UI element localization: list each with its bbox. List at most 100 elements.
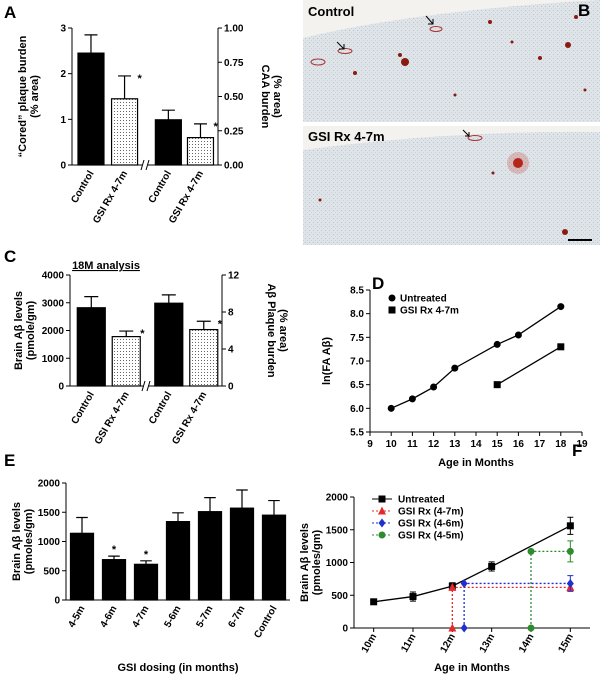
y-tick-label: 1000: [42, 354, 65, 365]
bar: [189, 328, 219, 387]
panel-label: B: [578, 1, 590, 20]
x-tick-label: 12: [428, 439, 440, 450]
y-tick-label: 1000: [326, 558, 349, 569]
error-bar: [118, 75, 132, 99]
image-label: GSI Rx 4-7m: [308, 129, 385, 144]
y-axis-label: Brain Aβ levels: [13, 291, 25, 370]
x-tick-label: 6-7m: [226, 604, 247, 630]
x-tick-label: 16: [513, 439, 525, 450]
y2-axis-label: CAA burden: [259, 65, 271, 129]
marker: [566, 578, 574, 588]
panel-label: F: [572, 441, 582, 460]
y-tick-label: 6.5: [350, 380, 364, 391]
panel-label: E: [4, 451, 15, 470]
x-tick-label: 4-7m: [130, 604, 151, 630]
y-tick-label: 7.5: [350, 333, 364, 344]
y-tick-label: 3: [60, 24, 66, 35]
error-bar: [108, 555, 120, 560]
error-bar: [140, 560, 152, 565]
error-bar: [193, 123, 207, 138]
x-tick-label: 10m: [360, 632, 380, 655]
bar: [154, 302, 184, 387]
legend-marker: [378, 518, 386, 528]
annotation: *: [138, 73, 143, 85]
bar: [186, 137, 215, 166]
y2-axis-label: Aβ Plaque burden: [265, 283, 277, 377]
marker: [409, 593, 417, 601]
x-tick-label: Control: [69, 169, 96, 205]
annotation: *: [140, 328, 145, 340]
error-bar: [161, 294, 176, 304]
marker: [527, 547, 535, 555]
x-tick-label: 12m: [438, 632, 458, 655]
marker: [488, 562, 496, 570]
y-tick-label: 2000: [326, 493, 349, 504]
legend-label: Untreated: [400, 294, 447, 305]
marker: [493, 381, 501, 389]
y2-tick-label: 8: [228, 308, 234, 319]
error-bar: [84, 34, 98, 54]
marker: [430, 383, 438, 391]
axis-break: [141, 380, 151, 392]
marker: [448, 582, 457, 591]
bar: [165, 521, 191, 601]
vessel: [467, 135, 483, 141]
marker: [527, 624, 535, 632]
axis-break: [142, 163, 148, 167]
vessel: [310, 58, 326, 66]
legend-marker: [378, 506, 386, 515]
error-bar: [119, 330, 134, 337]
y-tick-label: 0: [60, 161, 66, 172]
series-line: [530, 550, 571, 628]
y-tick-label: 500: [43, 566, 60, 577]
bar: [154, 119, 182, 166]
y-tick-label: 1500: [326, 525, 349, 536]
x-tick-label: 13: [449, 439, 461, 450]
x-tick-label: GSI Rx 4-7m: [91, 169, 130, 226]
marker: [566, 522, 574, 530]
y-axis-label: (pmoles/gm): [311, 529, 323, 595]
x-tick-label: 15: [492, 439, 504, 450]
panel-label: D: [372, 274, 384, 293]
y-tick-label: 1000: [38, 537, 61, 548]
bar: [111, 336, 141, 387]
error-bar: [172, 512, 184, 522]
marker: [460, 623, 468, 633]
series-line: [463, 582, 571, 628]
image-label: Control: [308, 4, 354, 19]
x-axis-label: Age in Months: [438, 457, 514, 469]
legend-label: Untreated: [398, 495, 445, 506]
series-line: [451, 586, 571, 628]
y-axis-label: (% area): [29, 75, 41, 118]
axis-break: [143, 384, 149, 388]
y-tick-label: 8.0: [350, 309, 364, 320]
annotation: *: [218, 318, 223, 330]
annotation: *: [112, 544, 117, 556]
x-tick-label: 14m: [517, 632, 537, 655]
y-tick-label: 1500: [38, 508, 61, 519]
legend-label: GSI Rx (4-6m): [398, 519, 464, 530]
vessel: [337, 48, 353, 54]
marker: [557, 343, 565, 351]
x-tick-label: 13m: [478, 632, 498, 655]
y-tick-label: 1: [60, 115, 66, 126]
y2-tick-label: 0.50: [224, 92, 244, 103]
error-bar: [84, 296, 99, 308]
x-tick-label: Control: [147, 390, 174, 426]
y-axis-label: Brain Aβ levels: [11, 502, 23, 581]
micrograph-surface: [303, 126, 600, 150]
x-tick-label: 14: [470, 439, 482, 450]
error-bar: [76, 516, 88, 534]
y-tick-label: 2000: [38, 479, 61, 490]
y-axis-label: (pmoles/gm): [23, 508, 35, 574]
series-line: [390, 306, 562, 409]
y-tick-label: 6.0: [350, 404, 364, 415]
marker: [387, 404, 395, 412]
legend-marker: [388, 294, 396, 302]
x-tick-label: Control: [252, 604, 279, 640]
y-axis-label: ln(FA Aβ): [321, 337, 333, 385]
marker: [460, 578, 468, 588]
marker: [566, 547, 574, 555]
marker: [451, 364, 459, 372]
y-tick-label: 0: [54, 596, 60, 607]
